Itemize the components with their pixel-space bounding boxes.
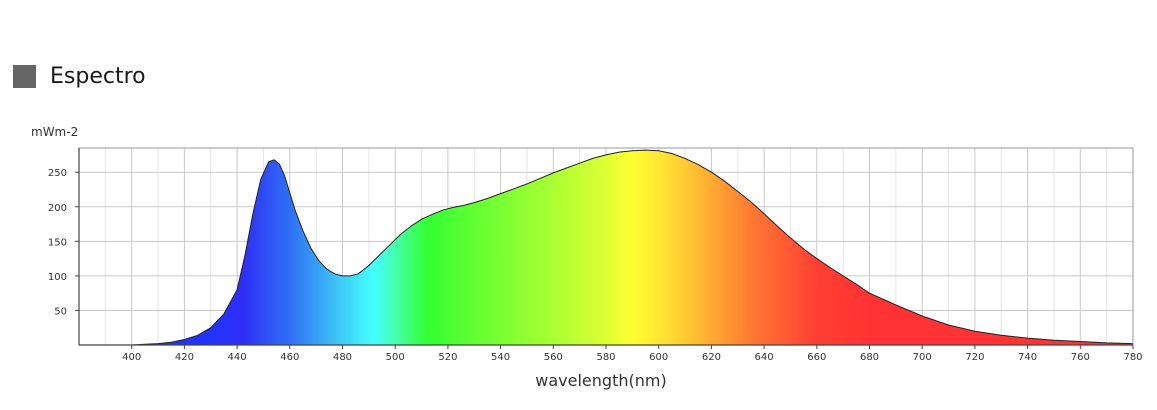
x-tick-label: 640: [755, 352, 774, 363]
x-axis-label: wavelength(nm): [535, 371, 666, 390]
x-tick-label: 720: [965, 352, 984, 363]
x-tick-label: 780: [1123, 352, 1142, 363]
y-tick-label: 50: [54, 306, 67, 317]
x-tick-label: 760: [1071, 352, 1090, 363]
spectrum-outline: [79, 149, 1134, 346]
x-tick-label: 560: [544, 352, 563, 363]
y-tick-label: 250: [48, 168, 67, 179]
x-tick-label: 680: [860, 352, 879, 363]
x-tick-label: 440: [228, 352, 247, 363]
x-tick-label: 620: [702, 352, 721, 363]
x-tick-label: 520: [438, 352, 457, 363]
y-tick-label: 100: [48, 272, 67, 283]
x-tick-label: 420: [175, 352, 194, 363]
spectrum-area: [79, 150, 1133, 345]
x-tick-label: 740: [1018, 352, 1037, 363]
x-tick-label: 540: [491, 352, 510, 363]
section-header: Espectro: [13, 62, 146, 90]
x-tick-label: 460: [280, 352, 299, 363]
x-tick-label: 480: [333, 352, 352, 363]
section-title: Espectro: [50, 63, 146, 89]
x-tick-label: 580: [596, 352, 615, 363]
x-tick-label: 400: [122, 352, 141, 363]
x-tick-label: 660: [807, 352, 826, 363]
x-tick-label: 500: [386, 352, 405, 363]
x-tick-label: 600: [649, 352, 668, 363]
section-marker-icon: [13, 64, 36, 88]
x-tick-label: 700: [913, 352, 932, 363]
y-tick-label: 150: [48, 237, 67, 248]
y-tick-label: 200: [48, 203, 67, 214]
y-axis-label: mWm-2: [31, 125, 78, 139]
